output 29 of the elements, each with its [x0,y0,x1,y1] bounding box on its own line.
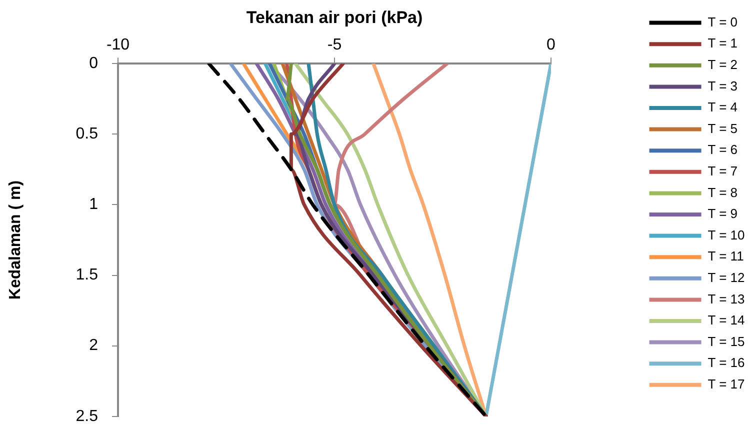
legend-label: T = 7 [708,163,738,178]
legend-label: T = 16 [708,355,745,370]
legend-label: T = 8 [708,184,738,200]
y-tick-label: 0 [89,55,98,72]
legend-label: T = 6 [708,142,738,158]
x-tick-label: -10 [106,36,130,54]
legend-label: T = 10 [708,227,745,242]
x-tick-label: 0 [546,36,556,54]
y-tick-label: 0.5 [76,126,98,143]
legend-label: T = 17 [708,376,745,392]
legend-label: T = 2 [708,56,738,72]
y-tick-label: 1.5 [76,266,98,284]
legend-label: T = 12 [708,270,745,285]
legend-label: T = 3 [708,78,738,94]
legend-label: T = 11 [708,248,744,264]
y-tick-label: 2 [89,337,98,354]
x-axis-title: Tekanan air pori (kPa) [246,8,423,27]
legend-label: T = 4 [708,100,738,115]
legend-label: T = 0 [708,14,738,30]
x-tick-label: -5 [327,36,342,54]
legend-label: T = 15 [708,334,745,349]
legend-label: T = 9 [708,206,738,222]
legend-label: T = 13 [708,291,745,306]
legend-label: T = 1 [708,36,738,51]
y-axis-title: Kedalaman ( m) [7,180,24,300]
y-tick-label: 2.5 [76,408,98,425]
legend-label: T = 14 [708,312,745,328]
y-tick-label: 1 [89,196,98,214]
legend-label: T = 5 [708,120,738,136]
